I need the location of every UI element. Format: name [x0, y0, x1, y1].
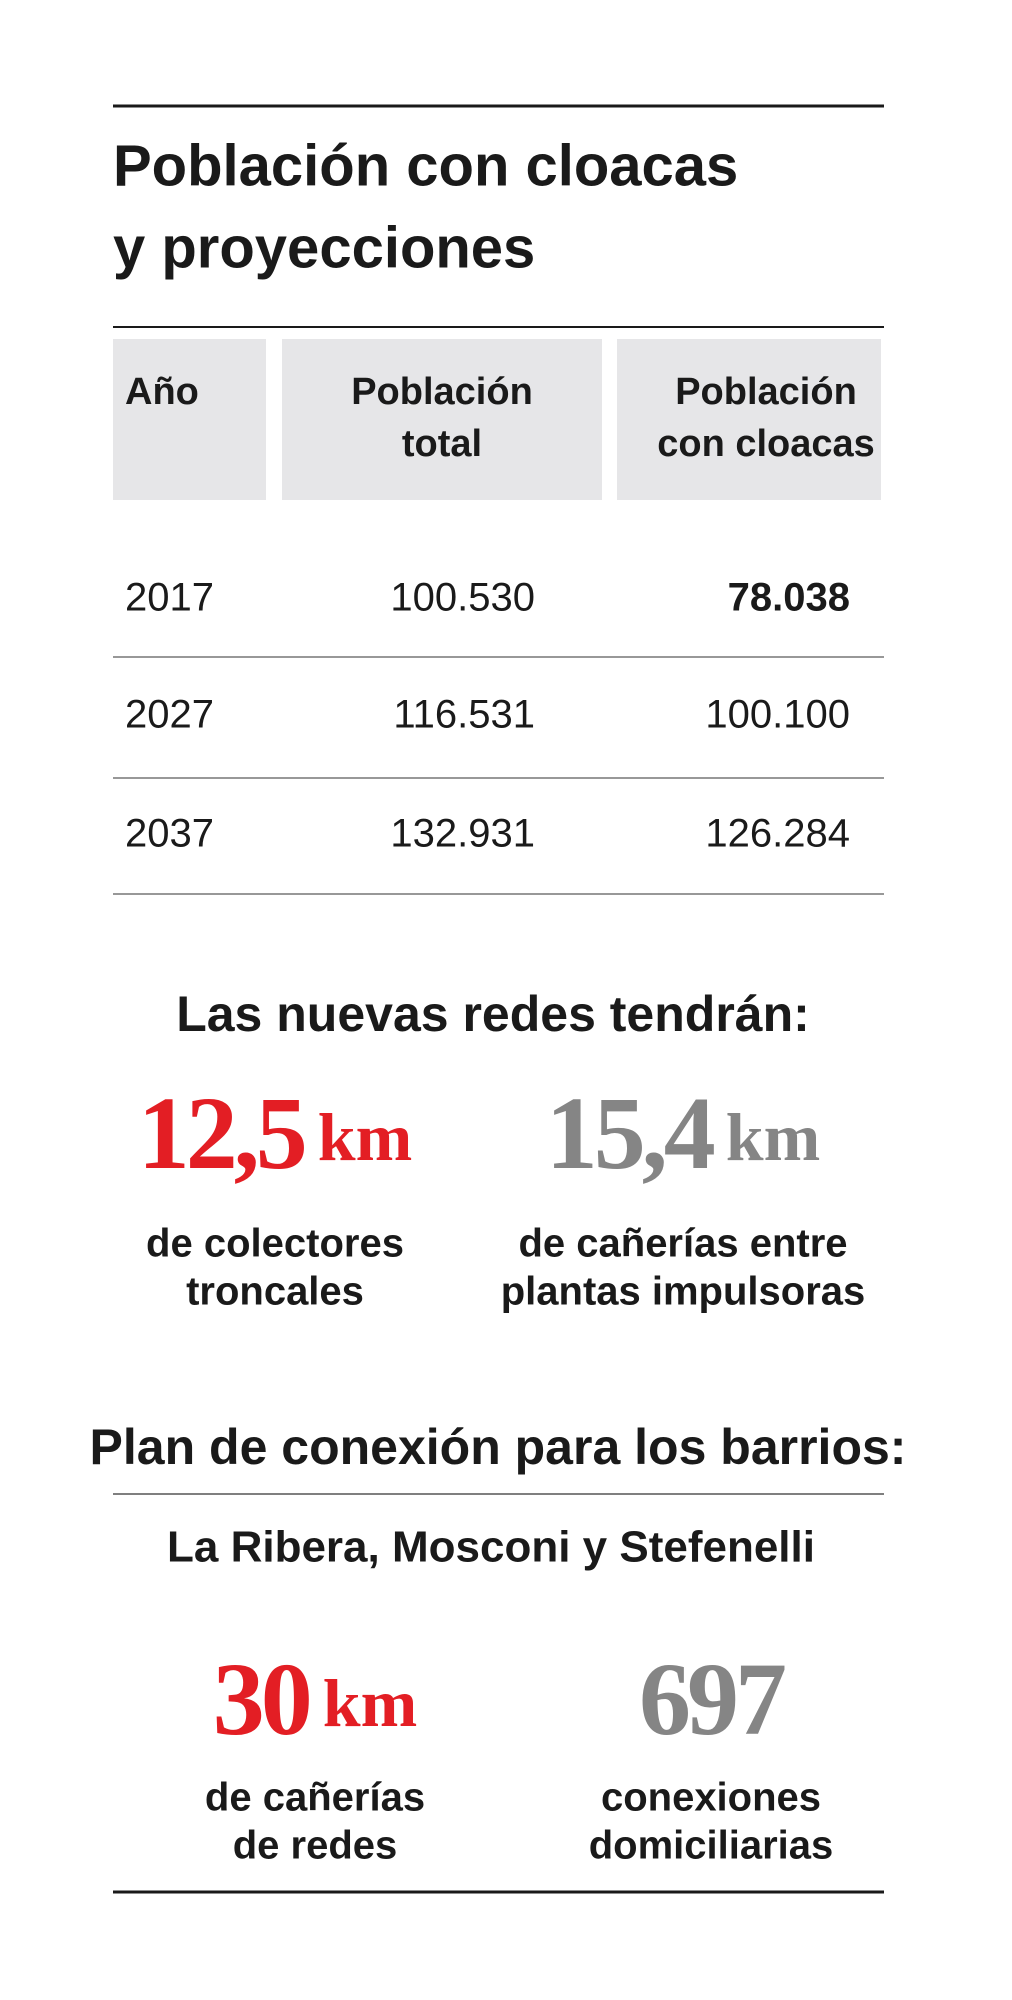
column-header: con cloacas [657, 423, 875, 465]
stat-label: troncales [186, 1270, 364, 1314]
stat: 30 km [213, 1642, 417, 1757]
section-heading: Plan de conexión para los barrios: [90, 1419, 907, 1475]
stat: 697 [639, 1642, 785, 1757]
stat: 15,4 km [546, 1076, 820, 1191]
stat-value: 30 [213, 1642, 310, 1757]
column-header: total [402, 423, 482, 465]
stat-label: de redes [233, 1824, 398, 1868]
stat-label: conexiones [601, 1776, 821, 1820]
stat-unit: km [318, 1099, 412, 1175]
cell: 116.531 [393, 693, 535, 737]
cell: 2017 [125, 576, 214, 620]
title: Población con cloacas [113, 133, 738, 198]
column-header: Población [351, 371, 533, 413]
stat-unit: km [726, 1099, 820, 1175]
header-cell [113, 339, 266, 500]
stat-label: domiciliarias [589, 1824, 834, 1868]
cell: 100.530 [390, 576, 535, 620]
cell: 2027 [125, 693, 214, 737]
cell: 2037 [125, 812, 214, 856]
cell: 100.100 [705, 693, 850, 737]
stat-unit: km [323, 1665, 417, 1741]
stat-label: plantas impulsoras [501, 1270, 866, 1314]
column-header: Población [675, 371, 857, 413]
stat-label: de cañerías entre [518, 1222, 847, 1266]
cell: 132.931 [390, 812, 535, 856]
stat-value: 12,5 [138, 1076, 305, 1191]
cell: 78.038 [728, 576, 850, 620]
title: y proyecciones [113, 215, 535, 280]
section-heading: Las nuevas redes tendrán: [176, 986, 810, 1042]
neighborhoods: La Ribera, Mosconi y Stefenelli [167, 1523, 815, 1572]
cell: 126.284 [705, 812, 850, 856]
stat-value: 15,4 [546, 1076, 715, 1191]
stat: 12,5 km [138, 1076, 412, 1191]
header-cell [282, 339, 602, 500]
stat-value: 697 [639, 1642, 785, 1757]
stat-label: de colectores [146, 1222, 404, 1266]
stat-label: de cañerías [205, 1776, 425, 1820]
header-cell [617, 339, 881, 500]
column-header: Año [125, 371, 199, 413]
